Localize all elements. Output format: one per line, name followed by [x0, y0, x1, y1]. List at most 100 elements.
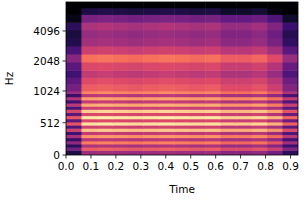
heatmap-cell	[97, 46, 113, 55]
heatmap-cell	[236, 2, 252, 8]
heatmap-cell	[66, 135, 82, 139]
heatmap-cell	[159, 103, 175, 107]
heatmap-cell	[97, 94, 113, 98]
heatmap-cell	[128, 8, 144, 15]
heatmap-cell	[143, 14, 159, 22]
heatmap-cell	[174, 125, 190, 129]
heatmap-cell	[128, 2, 144, 8]
heatmap-cell	[236, 97, 252, 101]
heatmap-cell	[159, 138, 175, 142]
heatmap-cell	[190, 38, 206, 47]
heatmap-cell	[128, 46, 144, 55]
heatmap-cell	[267, 38, 283, 47]
heatmap-cell	[112, 94, 128, 98]
heatmap-cell	[143, 38, 159, 47]
y-tick-label: 1024	[33, 85, 60, 97]
heatmap-cell	[159, 122, 175, 126]
heatmap-cell	[267, 141, 283, 145]
heatmap-cell	[252, 125, 268, 129]
heatmap-cell	[190, 84, 206, 91]
heatmap-cell	[205, 106, 221, 110]
heatmap-cell	[81, 77, 97, 84]
heatmap-cell	[174, 135, 190, 139]
heatmap-cell	[205, 30, 221, 38]
heatmap-cell	[159, 54, 175, 62]
heatmap-cell	[190, 122, 206, 126]
heatmap-cell	[267, 30, 283, 38]
x-tick-label: 0.4	[157, 160, 174, 172]
heatmap-cell	[112, 128, 128, 132]
heatmap-cell	[236, 109, 252, 113]
heatmap-cell	[267, 70, 283, 78]
heatmap-cell	[159, 94, 175, 98]
heatmap-cell	[97, 2, 113, 8]
heatmap-cell	[112, 103, 128, 107]
heatmap-cell	[252, 103, 268, 107]
heatmap-cell	[143, 138, 159, 142]
heatmap-cell	[267, 131, 283, 135]
heatmap-cell	[128, 30, 144, 38]
heatmap-cell	[66, 112, 82, 116]
heatmap-cell	[128, 106, 144, 110]
heatmap-cell	[283, 94, 298, 98]
heatmap-cell	[236, 116, 252, 120]
heatmap-cell	[143, 135, 159, 139]
heatmap-cell	[252, 54, 268, 62]
heatmap-cell	[159, 14, 175, 22]
heatmap-cell	[143, 116, 159, 120]
heatmap-cell	[97, 77, 113, 84]
heatmap-cell	[128, 150, 144, 155]
heatmap-cell	[283, 144, 298, 148]
heatmap-cell	[267, 150, 283, 155]
heatmap-cell	[252, 128, 268, 132]
heatmap-cell	[174, 54, 190, 62]
heatmap-cell	[252, 84, 268, 91]
heatmap-cell	[97, 54, 113, 62]
heatmap-cell	[174, 141, 190, 145]
heatmap-cell	[205, 100, 221, 104]
heatmap-cell	[112, 138, 128, 142]
heatmap-cell	[97, 147, 113, 151]
heatmap-cell	[159, 100, 175, 104]
heatmap-cell	[143, 54, 159, 62]
heatmap-cell	[97, 106, 113, 110]
y-tick-label: 2048	[33, 55, 60, 67]
heatmap-cell	[112, 97, 128, 101]
heatmap-cell	[81, 94, 97, 98]
heatmap-cell	[221, 94, 237, 98]
heatmap-cell	[66, 125, 82, 129]
heatmap-cell	[190, 109, 206, 113]
heatmap-cell	[252, 131, 268, 135]
y-tick	[63, 90, 67, 91]
heatmap-cell	[190, 97, 206, 101]
heatmap-cell	[252, 109, 268, 113]
heatmap-cell	[252, 150, 268, 155]
heatmap-cell	[97, 125, 113, 129]
heatmap-cell	[221, 77, 237, 84]
heatmap-cell	[143, 30, 159, 38]
heatmap-cell	[66, 116, 82, 120]
heatmap-cell	[205, 128, 221, 132]
heatmap-cell	[128, 112, 144, 116]
heatmap-cell	[143, 94, 159, 98]
heatmap-cell	[205, 122, 221, 126]
y-tick	[63, 122, 67, 123]
heatmap-cell	[174, 22, 190, 30]
heatmap-cell	[283, 100, 298, 104]
heatmap-cell	[221, 135, 237, 139]
heatmap-cell	[81, 97, 97, 101]
heatmap-cell	[221, 70, 237, 78]
heatmap-cell	[190, 8, 206, 15]
heatmap-cell	[112, 141, 128, 145]
heatmap-cell	[128, 144, 144, 148]
heatmap-cell	[66, 62, 82, 71]
heatmap-cell	[159, 131, 175, 135]
heatmap-cell	[97, 84, 113, 91]
heatmap-cell	[174, 119, 190, 123]
heatmap-cell	[128, 54, 144, 62]
heatmap-cell	[267, 54, 283, 62]
heatmap-cell	[81, 2, 97, 8]
heatmap-cell	[205, 147, 221, 151]
heatmap-cell	[81, 70, 97, 78]
heatmap-cell	[190, 22, 206, 30]
